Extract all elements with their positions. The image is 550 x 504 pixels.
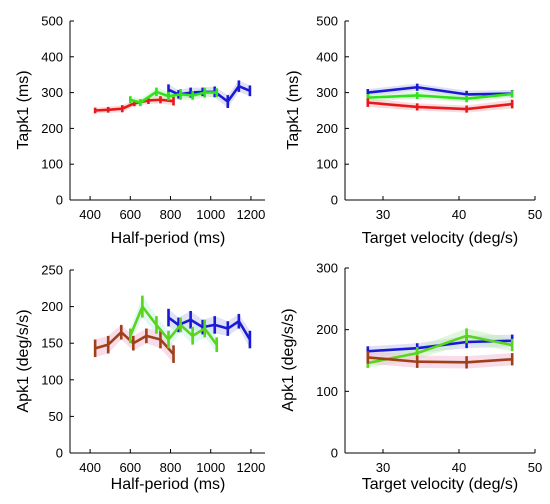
y-tick-label: 0 [56, 446, 63, 461]
y-tick-label: 300 [316, 85, 338, 100]
x-axis-label: Half-period (ms) [111, 230, 226, 247]
y-tick-label: 500 [316, 14, 338, 29]
panel-tapk1-vs-target-velocity: 0 100 200 300 400 500 30 40 50 Target velocity (d… [285, 14, 542, 248]
y-tick-label: 300 [316, 261, 338, 276]
panel-tapk1-vs-half-period: 0 100 200 300 400 500 400 600 800 1000 1200 Half-pe… [15, 14, 265, 248]
x-tick-label: 1000 [196, 460, 225, 475]
y-tick-label: 100 [316, 157, 338, 172]
y-tick-label: 150 [41, 336, 63, 351]
y-tick-label: 300 [41, 85, 63, 100]
series-line [367, 92, 513, 100]
x-tick-label: 800 [160, 460, 182, 475]
y-tick-label: 500 [41, 14, 63, 29]
y-tick-label: 250 [41, 263, 63, 278]
x-tick-label: 1200 [236, 460, 265, 475]
series-line [129, 90, 217, 104]
x-tick-label: 50 [528, 460, 542, 475]
x-tick-label: 30 [376, 207, 390, 222]
y-tick-label: 100 [41, 157, 63, 172]
y-axis-label: Tapk1 (ms) [285, 70, 302, 149]
series-line [367, 101, 513, 111]
y-tick-label: 400 [41, 49, 63, 64]
x-axis-label: Half-period (ms) [111, 476, 226, 493]
y-tick-label: 200 [316, 322, 338, 337]
panel-apk1-vs-half-period: 0 50 100 150 200 250 400 600 800 1000 1200 Half-per… [15, 263, 265, 494]
x-tick-label: 600 [119, 460, 141, 475]
y-tick-label: 200 [41, 299, 63, 314]
x-axis-label: Target velocity (deg/s) [362, 476, 519, 493]
x-tick-label: 400 [79, 207, 101, 222]
x-tick-label: 800 [160, 207, 182, 222]
y-tick-label: 400 [316, 49, 338, 64]
y-tick-label: 200 [316, 121, 338, 136]
x-tick-label: 1000 [196, 207, 225, 222]
y-tick-label: 0 [56, 193, 63, 208]
y-tick-label: 0 [331, 446, 338, 461]
y-axis-label: Tapk1 (ms) [15, 70, 32, 149]
x-tick-label: 30 [376, 460, 390, 475]
y-axis-label: Apk1 (deg/s/s) [280, 308, 297, 411]
x-tick-label: 50 [528, 207, 542, 222]
x-tick-label: 600 [119, 207, 141, 222]
x-tick-label: 400 [79, 460, 101, 475]
x-tick-label: 1200 [236, 207, 265, 222]
series-line [367, 356, 513, 364]
series-line [367, 85, 513, 96]
x-axis-label: Target velocity (deg/s) [362, 230, 519, 247]
y-tick-label: 100 [316, 384, 338, 399]
y-tick-label: 100 [41, 372, 63, 387]
y-axis-label: Apk1 (deg/s/s) [15, 309, 32, 412]
x-tick-label: 40 [452, 460, 466, 475]
x-tick-label: 40 [452, 207, 466, 222]
error-band [130, 295, 217, 352]
y-tick-label: 0 [331, 193, 338, 208]
panel-apk1-vs-target-velocity: 0 100 200 300 30 40 50 Target velocity (deg/s) A… [280, 261, 542, 494]
series-line [367, 334, 513, 365]
series-line [129, 305, 218, 346]
y-tick-label: 50 [49, 409, 63, 424]
y-tick-label: 200 [41, 121, 63, 136]
